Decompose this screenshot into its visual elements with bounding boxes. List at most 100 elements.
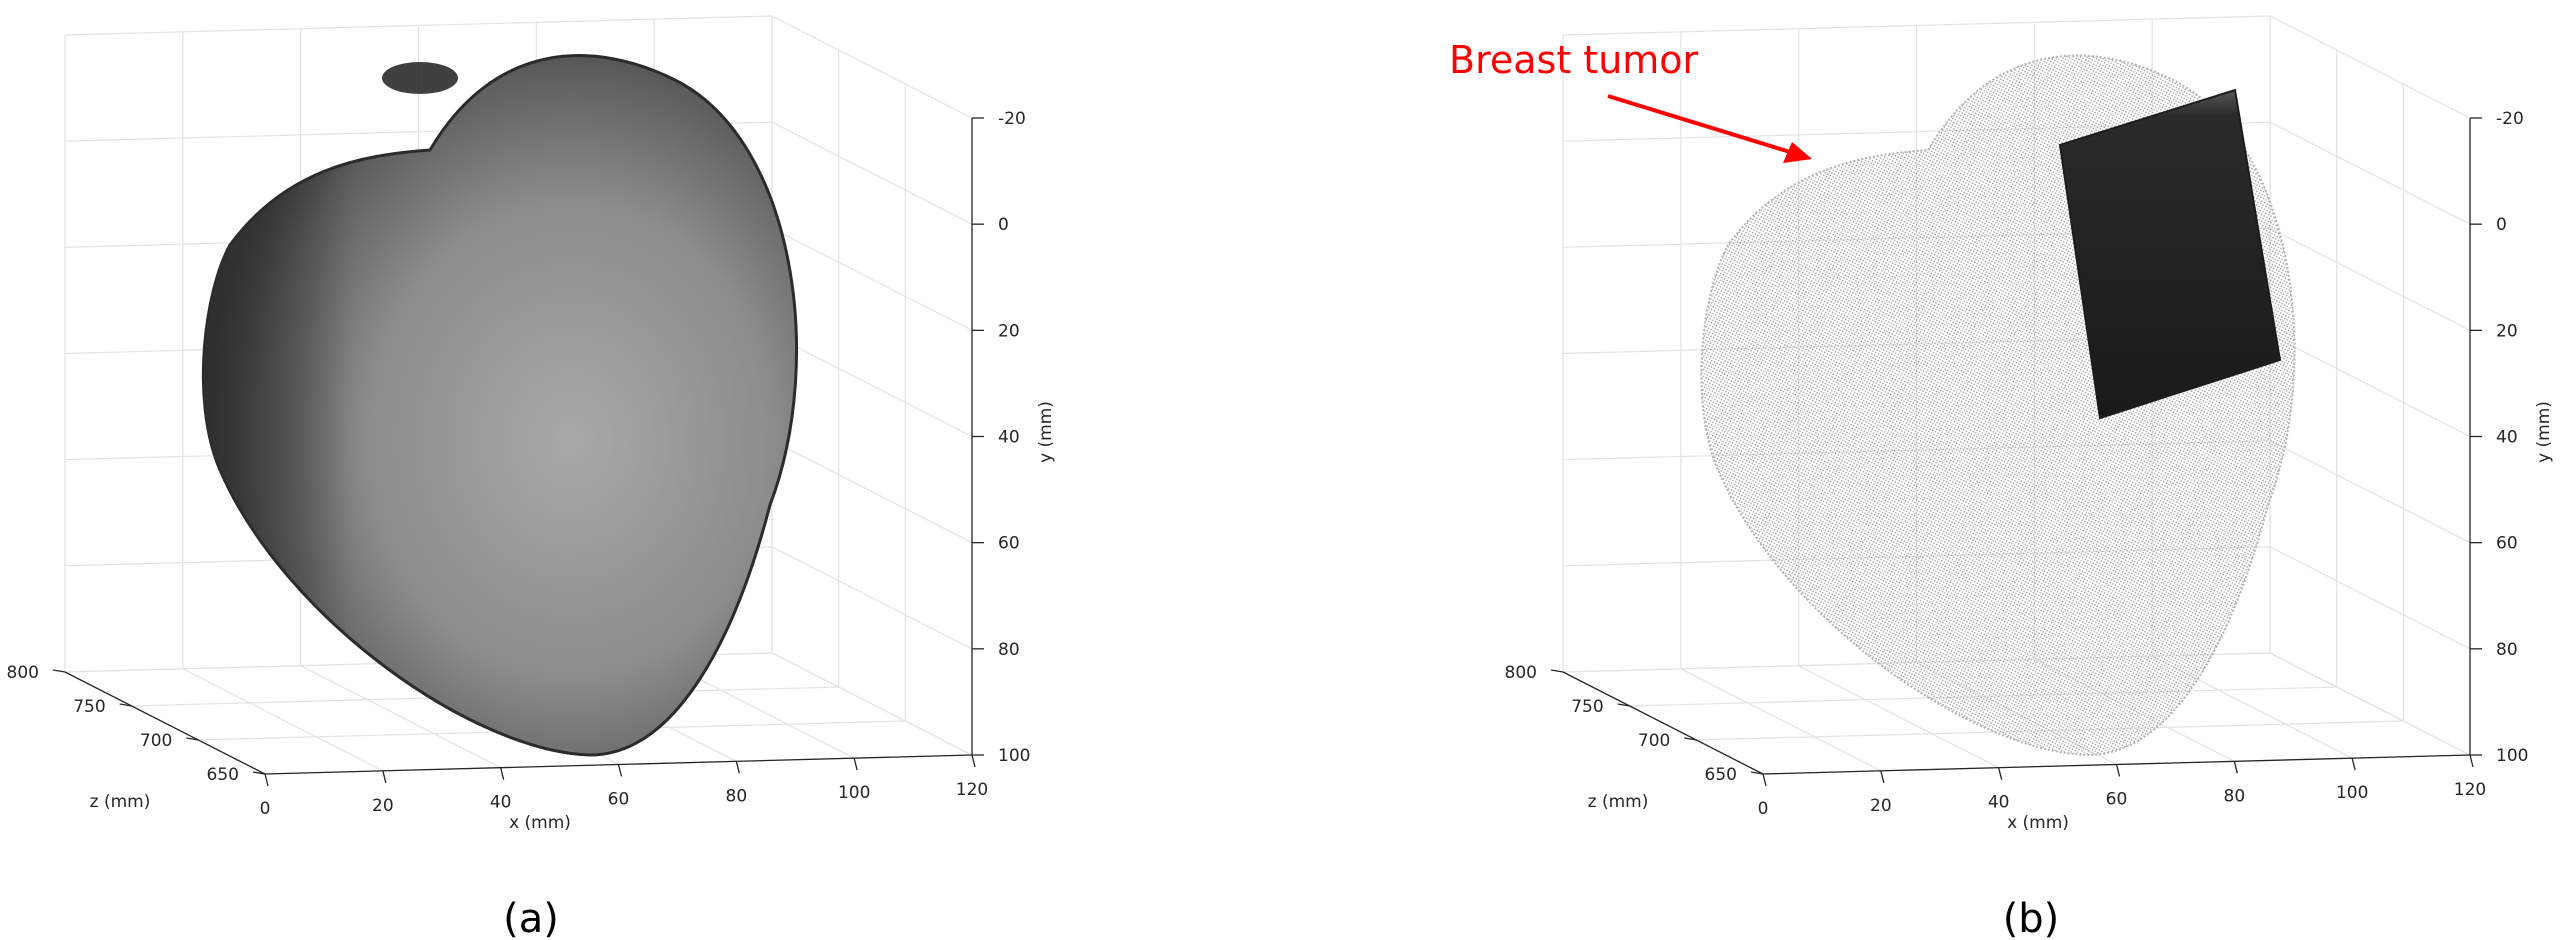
z-tick [52,669,66,673]
grid-line [2269,440,2471,544]
grid-line [182,668,384,772]
x-tick-label: 40 [490,793,512,813]
x-tick-label: 0 [260,799,271,819]
x-tick-label: 0 [1758,799,1769,819]
panel-b-axes: 0 20 40 60 80 100 120 -20 0 20 40 60 80 100 800 750 700 6… [1505,109,2529,819]
grid-line [2269,15,2471,119]
z-tick-label: 700 [140,731,172,751]
panel-b-point-cloud [1607,54,2296,757]
panel-a-caption: (a) [503,896,559,940]
x-tick-label: 60 [608,790,630,810]
panel-a-breast-surface [201,54,798,757]
grid-line [771,546,973,650]
grid-line [2269,333,2471,438]
x-tick [617,764,623,777]
grid-line [300,665,501,769]
x-tick [735,761,740,774]
grid-line [771,652,973,756]
z-tick [1617,703,1630,707]
y-tick-label: 20 [2496,321,2518,341]
panel-b-x-axis-label: x (mm) [2007,813,2069,833]
grid-line [1680,668,1882,772]
breast-tumor-annotation: Breast tumor [1449,38,1699,82]
x-tick-label: 20 [1870,796,1892,816]
panel-b-caption: (b) [2003,896,2060,940]
y-tick-label: -20 [998,109,1026,129]
ultrasound-plane [2058,88,2282,420]
y-tick-label: 0 [998,215,1009,235]
panel-b-z-axis-label: z (mm) [1588,792,1649,812]
x-tick [2233,761,2238,774]
y-tick-label: 60 [998,534,1020,554]
z-axis-line [1562,671,1764,775]
grid-line [2269,546,2471,650]
grid-line [771,227,973,331]
annotation-arrow-line [1607,94,1791,154]
panel-b-y-axis-label: y (mm) [2534,401,2554,463]
grid-line [771,15,973,119]
z-tick-label: 750 [73,697,105,717]
x-tick [2115,764,2121,777]
grid-line [771,440,973,544]
panel-b: 0 20 40 60 80 100 120 -20 0 20 40 60 80 100 800 750 700 6… [1449,15,2554,940]
z-tick-label: 650 [1705,765,1737,785]
panel-a-z-axis-label: z (mm) [90,792,151,812]
x-tick [2351,758,2356,771]
z-axis-line [64,671,266,775]
annotation-arrow-head [1783,142,1812,163]
panel-a-x-axis-label: x (mm) [509,813,571,833]
breast-surface-edge-shading [203,55,797,756]
grid-line [771,121,973,225]
z-tick-label: 800 [7,663,39,683]
x-tick-label: 80 [2224,786,2246,806]
z-tick [186,737,199,741]
y-tick-label: 80 [2496,640,2518,660]
x-tick [2469,754,2474,768]
y-tick-label: 40 [998,428,1020,448]
grid-line [1562,15,2271,36]
y-tick-label: 20 [998,321,1020,341]
panel-a: 0 20 40 60 80 100 120 -20 0 20 40 60 80 100 800 750 700 6… [7,15,1056,940]
x-tick [1762,773,1767,787]
y-tick-label: -20 [2496,109,2524,129]
nipple-region [382,62,458,94]
x-tick-label: 60 [2106,790,2128,810]
z-tick [1750,771,1764,775]
grid-line [2269,652,2471,756]
x-tick-label: 20 [372,796,394,816]
panel-a-axes: 0 20 40 60 80 100 120 -20 0 20 40 60 80 100 800 750 700 6… [7,109,1031,819]
y-tick-label: 60 [2496,534,2518,554]
grid-line [2269,227,2471,331]
x-tick [500,767,505,780]
y-tick-label: 100 [998,746,1030,766]
panel-a-y-axis-label: y (mm) [1036,401,1056,463]
grid-line [64,15,773,36]
z-tick-label: 750 [1571,697,1603,717]
grid-line [2269,121,2471,225]
y-tick-label: 0 [2496,215,2507,235]
z-tick-label: 650 [207,765,239,785]
z-tick [1550,669,1564,673]
x-tick [971,754,976,768]
z-tick-label: 700 [1638,731,1670,751]
x-tick-label: 120 [956,780,988,800]
x-tick [1880,770,1885,783]
grid-line [771,333,973,438]
x-tick [264,773,269,787]
x-tick-label: 100 [2336,783,2368,803]
z-tick [252,771,266,775]
x-tick-label: 80 [726,786,748,806]
z-tick [119,703,132,707]
x-tick-label: 120 [2454,780,2486,800]
x-tick [382,770,387,783]
x-tick-label: 100 [838,783,870,803]
y-tick-label: 80 [998,640,1020,660]
x-tick [1998,767,2003,780]
y-tick-label: 100 [2496,746,2528,766]
grid-line [1798,665,1999,769]
z-tick [1684,737,1697,741]
y-tick-label: 40 [2496,428,2518,448]
x-tick-label: 40 [1988,793,2010,813]
z-tick-label: 800 [1505,663,1537,683]
